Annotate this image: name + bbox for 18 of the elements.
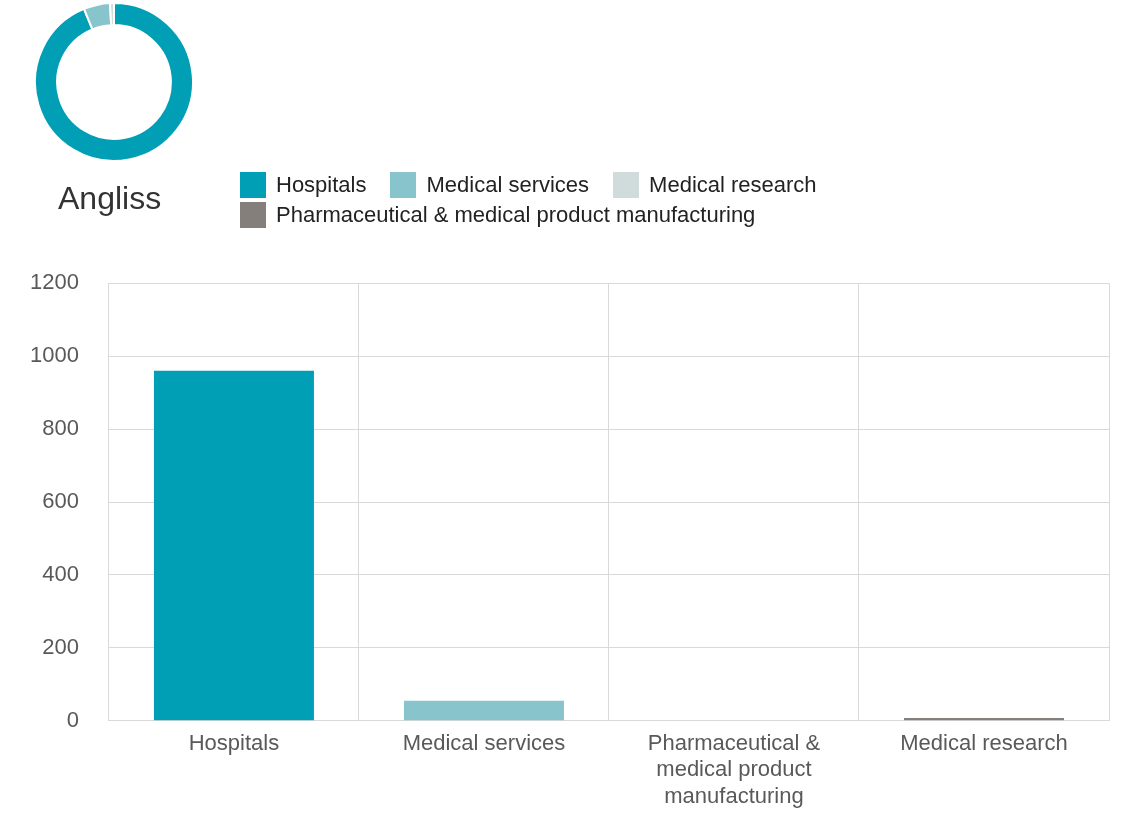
x-tick-label: Pharmaceutical & medical product manufacturing [647,730,821,808]
y-tick-label: 1200 [29,269,79,295]
bar [403,700,564,721]
bar [153,370,314,721]
legend-label: Hospitals [276,172,367,198]
y-tick-label: 200 [42,633,79,659]
legend-label: Medical services [426,172,590,198]
text: Angliss [58,180,162,217]
y-tick-label: 1000 [29,342,79,368]
y-tick-label: 400 [42,561,79,586]
legend-label: Pharmaceutical & medical product manufacturing [276,202,756,228]
y-tick-label: 600 [42,488,79,514]
y-tick-label: 800 [42,415,79,441]
x-tick-label: Medical research [900,730,1068,756]
y-tick-label: 0 [66,706,79,732]
x-tick-label: Medical services [402,730,566,756]
x-tick-label: Hospitals [188,730,280,756]
legend-label: Medical research [649,172,817,198]
